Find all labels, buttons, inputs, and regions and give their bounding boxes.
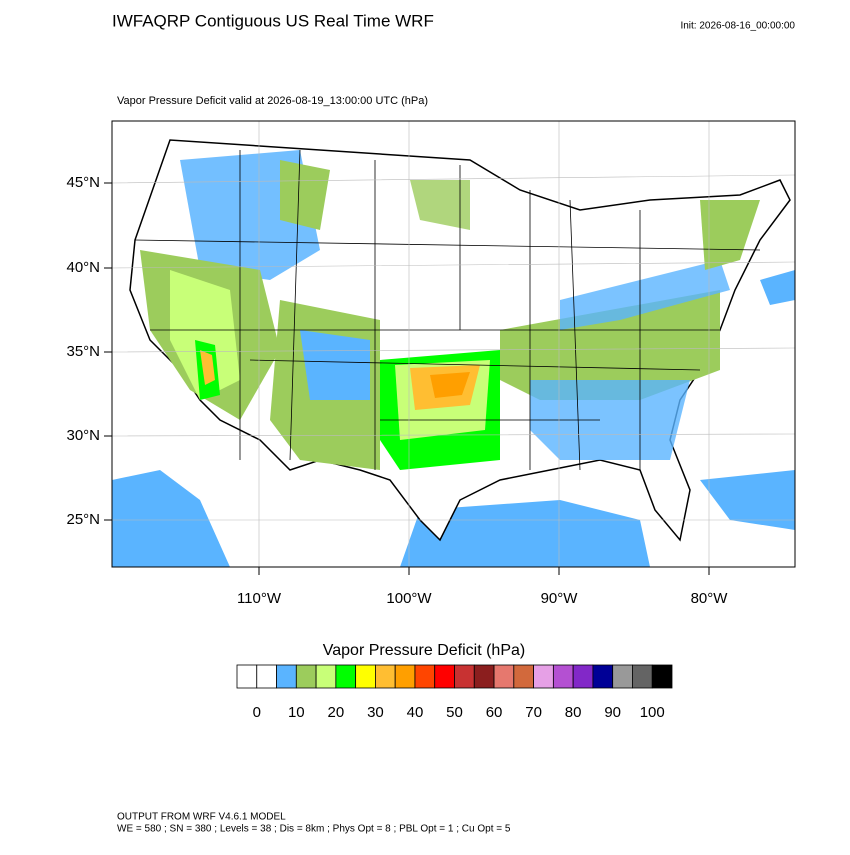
colorbar-box	[493, 664, 515, 689]
lat-label: 35°N	[66, 343, 100, 360]
colorbar-label: 100	[640, 704, 665, 721]
colorbar-box	[414, 664, 436, 689]
colorbar-box	[315, 664, 337, 689]
lat-label: 40°N	[66, 259, 100, 276]
colorbar-box	[276, 664, 297, 689]
colorbar-box	[572, 664, 594, 689]
map	[104, 120, 796, 575]
colorbar-box	[295, 664, 317, 689]
colorbar-box	[236, 664, 258, 689]
colorbar-box	[454, 664, 475, 689]
lon-label: 90°W	[541, 590, 579, 607]
colorbar-label: 10	[288, 704, 305, 721]
footer-line: OUTPUT FROM WRF V4.6.1 MODEL	[117, 812, 286, 823]
colorbar-label: 20	[328, 704, 345, 721]
subtitle: Vapor Pressure Deficit valid at 2026-08-…	[117, 95, 428, 107]
footer-line: WE = 580 ; SN = 380 ; Levels = 38 ; Dis …	[117, 824, 511, 835]
lon-label: 110°W	[237, 590, 282, 607]
colorbar-box	[592, 664, 614, 689]
lat-label: 45°N	[66, 174, 100, 191]
colorbar-box	[355, 664, 376, 689]
colorbar-box	[612, 664, 633, 689]
colorbar-title: Vapor Pressure Deficit (hPa)	[323, 642, 525, 659]
colorbar-label: 50	[446, 704, 463, 721]
colorbar-box	[335, 664, 357, 689]
colorbar-box	[394, 664, 416, 689]
colorbar-label: 60	[486, 704, 503, 721]
colorbar-label: 0	[253, 704, 261, 721]
colorbar-box	[651, 664, 673, 689]
lon-label: 80°W	[691, 590, 729, 607]
colorbar-box	[375, 664, 396, 689]
colorbar-label: 40	[407, 704, 424, 721]
colorbar-box	[513, 664, 534, 689]
lat-label: 30°N	[66, 427, 100, 444]
colorbar-box	[552, 664, 574, 689]
colorbar-label: 90	[604, 704, 621, 721]
colorbar-box	[434, 664, 455, 689]
lat-label: 25°N	[66, 511, 100, 528]
lon-label: 100°W	[386, 590, 432, 607]
colorbar-label: 70	[525, 704, 542, 721]
init-time: Init: 2026-08-16_00:00:00	[680, 21, 795, 32]
colorbar-box	[533, 664, 554, 689]
colorbar-box	[632, 664, 653, 689]
colorbar-box	[256, 664, 277, 689]
colorbar-box	[473, 664, 495, 689]
colorbar-label: 80	[565, 704, 582, 721]
colorbar-label: 30	[367, 704, 384, 721]
title: IWFAQRP Contiguous US Real Time WRF	[112, 11, 434, 30]
